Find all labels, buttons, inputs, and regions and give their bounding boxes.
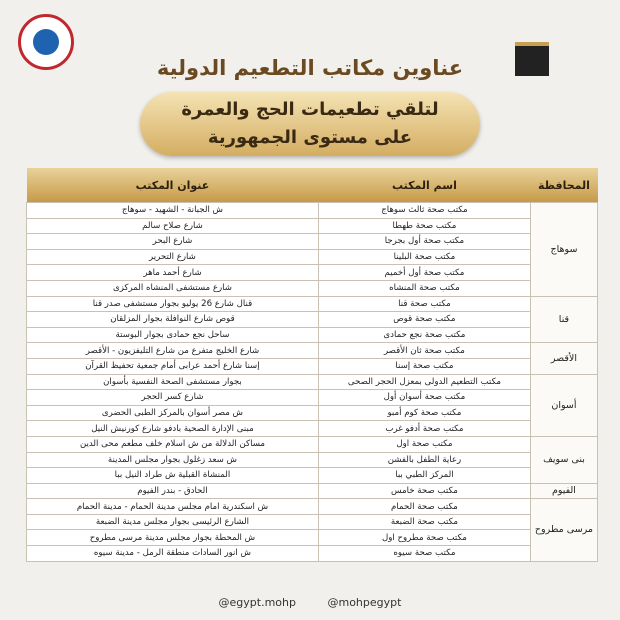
footer: @egypt.mohp @mohpegypt — [0, 596, 620, 609]
subtitle-line: على مستوى الجمهورية — [207, 127, 413, 148]
office-name-cell: مكتب صحة نجع حمادى — [317, 326, 531, 344]
table-row: مكتب صحة مطروح اول ش المحطة بجوار مجلس مد… — [26, 529, 598, 547]
office-name-cell: مكتب صحة سيوه — [317, 545, 531, 562]
office-name-cell: مكتب صحة كوم أمبو — [317, 404, 531, 422]
office-address-cell: شارع البحر — [26, 233, 319, 250]
subtitle-box: لتلقي تطعيمات الحج والعمرة على مستوى الج… — [140, 92, 480, 156]
office-address-cell: شارع التحرير — [26, 248, 319, 266]
table-row: رعاية الطفل بالفشن ش سعد زغلول بجوار مجلس… — [26, 451, 598, 469]
office-name-cell: مكتب صحة قوص — [317, 311, 531, 328]
office-name-cell: مكتب التطعيم الدولى بمعزل الحجر الصحى — [317, 373, 531, 391]
governorate-cell: بنى سويف — [529, 435, 599, 484]
table-row: مكتب صحة إسنا إسنا شارع أحمد عرابى أمام ج… — [26, 357, 598, 375]
office-name-cell: مكتب صحة ثان الأقصر — [317, 342, 531, 359]
governorate-cell: أسوان — [529, 373, 599, 437]
column-header: عنوان المكتب — [26, 168, 319, 203]
governorate-cell: قنا — [529, 295, 599, 344]
office-name-cell: مكتب صحة الضبعة — [317, 513, 531, 531]
table-row: قنا مكتب صحة قنا قنال شارع 26 يوليو بجوار … — [26, 295, 599, 344]
column-header: اسم المكتب — [318, 168, 531, 203]
governorate-cell: مرسى مطروح — [529, 498, 599, 562]
table-row: مكتب صحة قوص قوص شارع النوافلة بجوار المز… — [26, 311, 598, 328]
office-address-cell: الشارع الرئيسى بجوار مجلس مدينة الضبعة — [26, 513, 319, 531]
social-handle: @egypt.mohp — [218, 596, 296, 609]
table-row: مكتب صحة أدفو غرب مبنى الإدارة الصحية باد… — [26, 420, 598, 437]
subtitle-line: لتلقي تطعيمات الحج والعمرة — [181, 99, 439, 120]
office-address-cell: قنال شارع 26 يوليو بجوار مستشفى صدر قنا — [26, 295, 319, 313]
table-row: مكتب صحة طهطا شارع صلاح سالم — [26, 217, 598, 235]
office-name-cell: مكتب صحة ثالث سوهاج — [317, 202, 531, 219]
table-row: مكتب صحة أول أخميم شارع أحمد ماهر — [26, 264, 598, 281]
office-name-cell: مكتب صحة أول بجرجا — [317, 233, 531, 250]
office-address-cell: شارع مستشفى المنشاه المركزى — [26, 279, 319, 297]
office-address-cell: شارع كسر الحجر — [26, 389, 319, 406]
office-address-cell: شارع صلاح سالم — [26, 217, 319, 235]
office-address-cell: ش اسكندرية امام مجلس مدينة الحمام - مدين… — [26, 498, 319, 515]
office-address-cell: ش انور السادات منطقة الرمل - مدينة سيوه — [26, 545, 319, 562]
offices-table: المحافظة اسم المكتب عنوان المكتب سوهاج مك… — [26, 168, 599, 562]
table-row: الأقصر مكتب صحة ثان الأقصر شارع الخليج متف… — [26, 342, 599, 375]
table-row: مكتب صحة أول بجرجا شارع البحر — [26, 233, 598, 250]
table-row: مكتب صحة سيوه ش انور السادات منطقة الرمل … — [26, 545, 598, 562]
table-row: مكتب صحة الضبعة الشارع الرئيسى بجوار مجلس… — [26, 513, 598, 531]
office-name-cell: مكتب صحة مطروح اول — [317, 529, 531, 547]
office-address-cell: ش الجبانة - الشهيد - سوهاج — [26, 202, 319, 219]
office-address-cell: قوص شارع النوافلة بجوار المزلقان — [26, 311, 319, 328]
table-row: سوهاج مكتب صحة ثالث سوهاج ش الجبانة - الشه… — [26, 202, 599, 297]
office-address-cell: مساكن الدلالة من ش اسلام خلف مطعم محى ال… — [26, 435, 319, 453]
office-address-cell: إسنا شارع أحمد عرابى أمام جمعية تحفيظ ال… — [26, 357, 319, 375]
office-address-cell: ش مصر أسوان بالمركز الطبى الحضرى — [26, 404, 319, 422]
office-address-cell: شارع الخليج متفرع من شارع التليفزيون - ا… — [26, 342, 319, 359]
office-name-cell: مكتب صحة المنشاه — [317, 279, 531, 297]
title: عناوين مكاتب التطعيم الدولية — [156, 56, 464, 80]
office-name-cell: مكتب صحة أول أخميم — [317, 264, 531, 281]
office-name-cell: مكتب صحة خامس — [317, 482, 531, 500]
office-address-cell: الحادق - بندر الفيوم — [26, 482, 319, 500]
office-address-cell: شارع أحمد ماهر — [26, 264, 319, 281]
office-address-cell: بجوار مستشفى الصحة النفسية بأسوان — [26, 373, 319, 391]
governorate-cell: سوهاج — [529, 202, 599, 297]
social-handle: @mohpegypt — [327, 596, 402, 609]
office-name-cell: رعاية الطفل بالفشن — [317, 451, 531, 469]
table-row: مكتب صحة البلينا شارع التحرير — [26, 248, 598, 266]
office-name-cell: مكتب صحة أسوان أول — [317, 389, 531, 406]
table-row: مكتب صحة المنشاه شارع مستشفى المنشاه المر… — [26, 279, 598, 297]
kaaba-icon — [515, 42, 549, 76]
office-name-cell: المركز الطبي ببا — [317, 467, 531, 484]
table-row: مرسى مطروح مكتب صحة الحمام ش اسكندرية امام… — [26, 498, 599, 562]
governorate-cell: الفيوم — [529, 482, 599, 500]
table-wrap: المحافظة اسم المكتب عنوان المكتب سوهاج مك… — [26, 168, 599, 562]
office-address-cell: المنشاة القبلية ش طراد النيل ببا — [26, 467, 319, 484]
table-row: المركز الطبي ببا المنشاة القبلية ش طراد ا… — [26, 467, 598, 484]
office-name-cell: مكتب صحة طهطا — [317, 217, 531, 235]
office-name-cell: مكتب صحة الحمام — [317, 498, 531, 515]
office-name-cell: مكتب صحة اول — [317, 435, 531, 453]
table-row: الفيوم مكتب صحة خامس الحادق - بندر الفيوم — [26, 482, 599, 500]
office-name-cell: مكتب صحة البلينا — [317, 248, 531, 266]
table-row: مكتب صحة أسوان أول شارع كسر الحجر — [26, 389, 598, 406]
table-row: بنى سويف مكتب صحة اول مساكن الدلالة من ش ا… — [26, 435, 599, 484]
table-row: أسوان مكتب التطعيم الدولى بمعزل الحجر الص… — [26, 373, 599, 437]
ministry-logo — [18, 14, 74, 70]
column-header: المحافظة — [530, 168, 598, 203]
office-address-cell: ساحل نجع حمادى بجوار البوستة — [26, 326, 319, 344]
office-address-cell: مبنى الإدارة الصحية بادفو شارع كورنيش ال… — [26, 420, 319, 437]
office-name-cell: مكتب صحة قنا — [317, 295, 531, 313]
office-address-cell: ش سعد زغلول بجوار مجلس المدينة — [26, 451, 319, 469]
table-row: مكتب صحة كوم أمبو ش مصر أسوان بالمركز الط… — [26, 404, 598, 422]
table-row: مكتب صحة نجع حمادى ساحل نجع حمادى بجوار ا… — [26, 326, 598, 344]
office-address-cell: ش المحطة بجوار مجلس مدينة مرسى مطروح — [26, 529, 319, 547]
office-name-cell: مكتب صحة أدفو غرب — [317, 420, 531, 437]
governorate-cell: الأقصر — [529, 342, 599, 375]
office-name-cell: مكتب صحة إسنا — [317, 357, 531, 375]
